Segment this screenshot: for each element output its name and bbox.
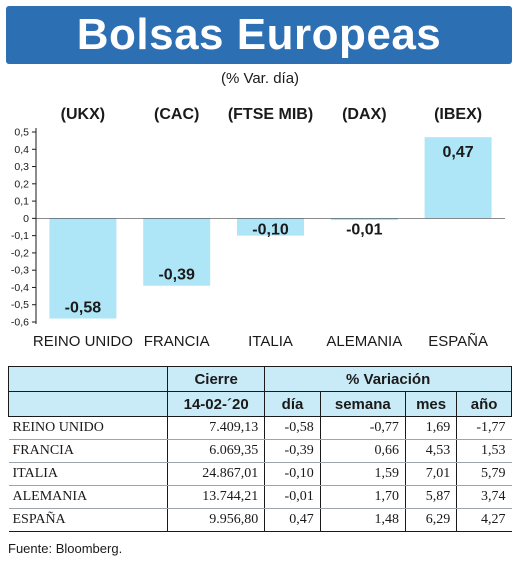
row-cierre: 24.867,01 — [166, 462, 265, 486]
row-ano: -1,77 — [456, 416, 512, 440]
y-tick-label: -0,1 — [11, 230, 29, 242]
row-name: FRANCIA — [8, 439, 168, 463]
row-name: ALEMANIA — [8, 485, 168, 509]
table-row: REINO UNIDO 7.409,13 -0,58 -0,77 1,69 -1… — [8, 416, 512, 440]
row-mes: 7,01 — [404, 462, 457, 486]
row-semana: 1,48 — [319, 508, 406, 532]
row-semana: 1,70 — [319, 485, 406, 509]
bar — [49, 218, 117, 319]
header-semana: semana — [319, 391, 406, 417]
row-dia: -0,39 — [264, 439, 321, 463]
category-label: REINO UNIDO — [33, 333, 133, 350]
y-tick-label: -0,6 — [11, 317, 29, 329]
row-ano: 4,27 — [456, 508, 512, 532]
bar — [143, 218, 211, 286]
index-label: (FTSE MIB) — [228, 106, 313, 123]
y-tick-label: -0,2 — [11, 247, 29, 259]
row-mes: 4,53 — [404, 439, 457, 463]
chart-subtitle: (% Var. día) — [220, 70, 300, 87]
row-mes: 1,69 — [404, 416, 457, 440]
row-semana: -0,77 — [319, 416, 406, 440]
data-label: -0,10 — [252, 221, 289, 238]
data-label: -0,01 — [346, 221, 383, 238]
header-date: 14-02-´20 — [166, 391, 266, 417]
table-corner-2 — [8, 391, 168, 417]
y-tick-label: 0,3 — [14, 161, 29, 173]
row-mes: 5,87 — [404, 485, 457, 509]
index-label: (CAC) — [154, 106, 199, 123]
table-row: ALEMANIA 13.744,21 -0,01 1,70 5,87 3,74 — [8, 485, 512, 509]
row-cierre: 9.956,80 — [166, 508, 265, 532]
page-title: Bolsas Europeas — [76, 10, 442, 59]
row-semana: 1,59 — [319, 462, 406, 486]
bar — [424, 137, 492, 219]
category-label: ESPAÑA — [428, 333, 488, 350]
table-row: ITALIA 24.867,01 -0,10 1,59 7,01 5,79 — [8, 462, 512, 486]
header-cierre: Cierre — [166, 366, 266, 392]
row-dia: -0,10 — [264, 462, 321, 486]
row-cierre: 7.409,13 — [166, 416, 265, 440]
row-cierre: 13.744,21 — [166, 485, 265, 509]
table-row: ESPAÑA 9.956,80 0,47 1,48 6,29 4,27 — [8, 508, 512, 532]
title-banner: Bolsas Europeas — [6, 6, 512, 64]
y-tick-label: 0,2 — [14, 178, 29, 190]
row-name: REINO UNIDO — [8, 416, 168, 440]
row-name: ITALIA — [8, 462, 168, 486]
y-tick-label: -0,5 — [11, 299, 29, 311]
data-table: Cierre % Variación 14-02-´20 día semana … — [8, 366, 512, 532]
row-dia: 0,47 — [264, 508, 321, 532]
row-mes: 6,29 — [404, 508, 457, 532]
index-label: (DAX) — [342, 106, 386, 123]
row-ano: 3,74 — [456, 485, 512, 509]
row-dia: -0,58 — [264, 416, 321, 440]
header-dia: día — [264, 391, 321, 417]
table-corner — [8, 366, 168, 392]
table-column-header-row: 14-02-´20 día semana mes año — [8, 391, 512, 417]
row-semana: 0,66 — [319, 439, 406, 463]
category-label: ALEMANIA — [326, 333, 402, 350]
data-label: -0,58 — [65, 300, 102, 317]
category-label: FRANCIA — [144, 333, 210, 350]
source-note: Fuente: Bloomberg. — [8, 541, 123, 556]
y-tick-label: 0,1 — [14, 196, 29, 208]
bar — [330, 218, 398, 221]
row-name: ESPAÑA — [8, 508, 168, 532]
data-label: -0,39 — [158, 267, 195, 284]
header-variacion: % Variación — [264, 366, 512, 392]
y-tick-label: 0 — [23, 213, 29, 225]
row-ano: 5,79 — [456, 462, 512, 486]
table-row: FRANCIA 6.069,35 -0,39 0,66 4,53 1,53 — [8, 439, 512, 463]
header-mes: mes — [404, 391, 458, 417]
y-tick-label: -0,3 — [11, 265, 29, 277]
index-label: (UKX) — [61, 106, 105, 123]
index-label: (IBEX) — [434, 106, 482, 123]
row-ano: 1,53 — [456, 439, 512, 463]
bar-chart: 0,5 0,4 0,3 0,2 0,1 0 -0,1 -0,2 -0,3 -0,4 -0,5 -0,6… — [11, 106, 505, 350]
category-label: ITALIA — [248, 333, 293, 350]
header-ano: año — [456, 391, 512, 417]
y-tick-label: 0,4 — [14, 144, 29, 156]
y-tick-label: 0,5 — [14, 127, 29, 139]
data-label: 0,47 — [443, 144, 474, 161]
row-cierre: 6.069,35 — [166, 439, 265, 463]
bar — [237, 218, 304, 236]
row-dia: -0,01 — [264, 485, 321, 509]
y-tick-label: -0,4 — [11, 282, 29, 294]
table-group-header-row: Cierre % Variación — [8, 366, 512, 392]
